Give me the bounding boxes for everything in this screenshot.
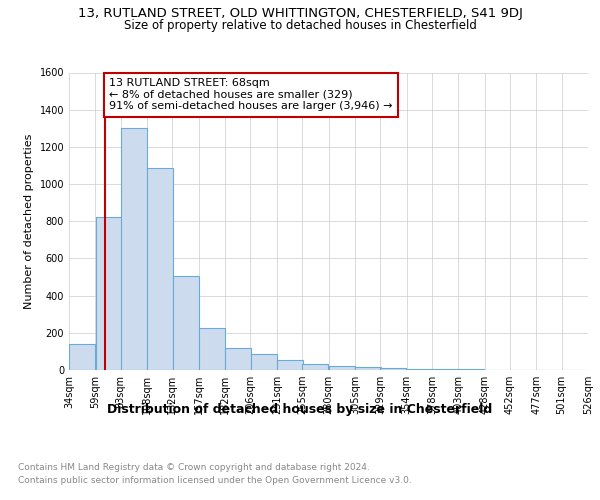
Bar bbox=[121, 128, 147, 370]
Bar bbox=[251, 354, 277, 370]
Bar bbox=[407, 368, 433, 370]
Bar bbox=[199, 328, 225, 370]
Y-axis label: Number of detached properties: Number of detached properties bbox=[24, 134, 34, 309]
Text: 13, RUTLAND STREET, OLD WHITTINGTON, CHESTERFIELD, S41 9DJ: 13, RUTLAND STREET, OLD WHITTINGTON, CHE… bbox=[77, 8, 523, 20]
Text: Distribution of detached houses by size in Chesterfield: Distribution of detached houses by size … bbox=[107, 402, 493, 415]
Bar bbox=[355, 367, 381, 370]
Text: Size of property relative to detached houses in Chesterfield: Size of property relative to detached ho… bbox=[124, 18, 476, 32]
Text: Contains public sector information licensed under the Open Government Licence v3: Contains public sector information licen… bbox=[18, 476, 412, 485]
Bar bbox=[95, 217, 122, 370]
Bar bbox=[147, 168, 173, 370]
Bar bbox=[225, 348, 251, 370]
Bar bbox=[277, 360, 303, 370]
Bar bbox=[69, 344, 95, 370]
Bar bbox=[329, 366, 355, 370]
Bar bbox=[173, 276, 199, 370]
Bar bbox=[432, 369, 458, 370]
Bar bbox=[380, 368, 406, 370]
Text: Contains HM Land Registry data © Crown copyright and database right 2024.: Contains HM Land Registry data © Crown c… bbox=[18, 462, 370, 471]
Bar bbox=[302, 364, 328, 370]
Text: 13 RUTLAND STREET: 68sqm
← 8% of detached houses are smaller (329)
91% of semi-d: 13 RUTLAND STREET: 68sqm ← 8% of detache… bbox=[109, 78, 392, 112]
